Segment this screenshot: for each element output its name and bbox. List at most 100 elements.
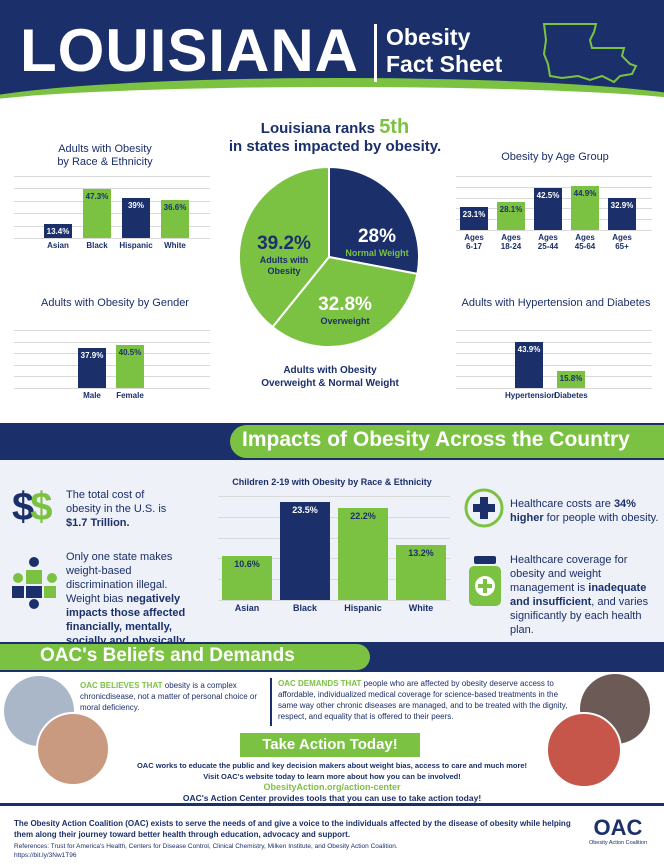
gridline: [218, 537, 450, 539]
impacts-title: Impacts of Obesity Across the Country: [242, 428, 630, 451]
bar-category-label: Diabetes: [554, 391, 588, 400]
gridline: [14, 341, 210, 343]
header-arc: [0, 78, 664, 138]
bar-category-label: Hispanic: [119, 241, 153, 250]
subtitle-line-1: Obesity: [386, 24, 471, 50]
action-link[interactable]: ObesityAction.org/action-center: [263, 782, 401, 792]
bar: 32.9%: [608, 197, 636, 230]
gridline: [218, 516, 450, 518]
bar-category-label: White: [408, 603, 434, 613]
age-bar-chart: 23.1% Ages 6-17 28.1% Ages 18-24 42.5% Ages 25-4…: [456, 176, 652, 252]
bar: 28.1%: [497, 202, 525, 230]
bar-value-label: 36.6%: [163, 203, 187, 213]
logo-text: OAC: [593, 815, 643, 840]
gridline: [14, 225, 210, 227]
bar-category-label: Hispanic: [344, 603, 382, 613]
gridline: [14, 213, 210, 215]
bar-category-label: Ages 6-17: [464, 233, 484, 251]
gridline: [14, 353, 210, 355]
bar: 47.3%: [83, 189, 111, 238]
race-chart-title-2: by Race & Ethnicity: [57, 156, 153, 168]
action-line-2: Visit OAC's website today to learn more …: [203, 772, 461, 781]
bar-value-label: 22.2%: [350, 510, 376, 521]
bar-value-label: 43.9%: [517, 344, 541, 354]
race-chart-title: Adults with Obesity by Race & Ethnicity: [30, 143, 180, 169]
bar-category-label: Asian: [234, 603, 260, 613]
gridline: [218, 496, 450, 497]
references-link[interactable]: https://bit.ly/3Nw1T96: [14, 852, 77, 859]
pie-slice: [328, 165, 420, 276]
gridline: [14, 364, 210, 366]
bar: 40.5%: [116, 345, 144, 388]
gridline: [14, 388, 210, 389]
bar: 37.9%: [78, 348, 106, 388]
dollar-icon: $$: [12, 485, 53, 529]
gridline: [14, 376, 210, 378]
bar-category-label: Ages 18-24: [500, 233, 522, 251]
bar-category-label: Male: [83, 391, 101, 400]
pie-normal-value: 28%: [357, 226, 397, 247]
race-bar-chart: 13.4% Asian 47.3% Black 39% Hispanic 36.6% Whit…: [14, 176, 210, 252]
logo-subtext: Obesity Action Coalition: [588, 840, 648, 846]
references-text: References: Trust for America's Health, …: [14, 843, 398, 850]
subtitle-line-2: Fact Sheet: [386, 51, 503, 77]
bar-value-label: 37.9%: [80, 351, 104, 361]
impacts-section: [0, 460, 664, 642]
pie-label-overweight: 32.8% Overweight: [300, 294, 390, 326]
bar-value-label: 32.9%: [610, 200, 634, 210]
bar: 43.9%: [515, 341, 543, 388]
action-text: OAC works to educate the public and key …: [118, 760, 546, 804]
bar: 13.2%: [396, 545, 446, 600]
action-line-1: OAC works to educate the public and key …: [136, 761, 528, 770]
believes-body: obesity is a complex chronicdisease, not…: [80, 681, 257, 712]
header-divider: [374, 24, 377, 82]
pie-caption: Adults with Obesity Overweight & Normal …: [240, 364, 420, 390]
beliefs-title: OAC's Beliefs and Demands: [40, 645, 295, 666]
bar-value-label: 44.9%: [573, 188, 597, 198]
bar: 39%: [122, 197, 150, 238]
beliefs-band-accent: [0, 644, 370, 670]
weight-bias-text-1: Only one state makes weight-based discri…: [66, 551, 173, 605]
footer-mission: The Obesity Action Coalition (OAC) exist…: [14, 819, 571, 839]
pie-caption-1: Adults with Obesity: [283, 365, 377, 376]
weight-bias-bold: negatively impacts those affected financ…: [66, 593, 188, 647]
bar-category-label: Black: [86, 241, 108, 250]
hypertension-bar-chart: 43.9% Hypertension 15.8% Diabetes: [456, 330, 652, 400]
gridline: [456, 230, 652, 231]
pie-obesity-value: 39.2%: [257, 233, 311, 254]
healthcare-cost-1: Healthcare costs are: [510, 498, 614, 510]
cost-text-bold: $1.7 Trillion.: [66, 517, 130, 529]
cost-text: The total cost of obesity in the U.S. is…: [66, 488, 176, 530]
coverage-text: Healthcare coverage for obesity and weig…: [510, 553, 664, 637]
bar-value-label: 13.4%: [46, 227, 70, 237]
beliefs-divider: [270, 678, 272, 726]
gridline: [14, 176, 210, 177]
gridline: [456, 353, 652, 355]
bar-category-label: Asian: [47, 241, 69, 250]
gridline: [14, 200, 210, 202]
bar-category-label: Black: [292, 603, 318, 613]
state-rank: Louisiana ranks 5th in states impacted b…: [200, 117, 470, 156]
gridline: [14, 188, 210, 190]
gender-bar-chart: 37.9% Male 40.5% Female: [14, 330, 210, 400]
children-chart-title: Children 2-19 with Obesity by Race & Eth…: [232, 477, 432, 487]
demands-bold: OAC DEMANDS THAT: [278, 679, 362, 688]
bar-value-label: 39%: [127, 200, 144, 210]
demands-text: OAC DEMANDS THAT people who are affected…: [278, 678, 578, 722]
pie-over-label: Overweight: [320, 316, 370, 326]
pie-slice: [238, 165, 330, 329]
rank-prefix: Louisiana ranks: [260, 120, 376, 137]
gridline: [456, 376, 652, 378]
take-action-button[interactable]: Take Action Today!: [240, 733, 420, 757]
bar-value-label: 13.2%: [408, 548, 434, 559]
healthcare-cost-2: for people with obesity.: [543, 512, 659, 524]
person-photo-4: [546, 712, 622, 788]
bar-value-label: 23.1%: [462, 210, 486, 220]
demands-body: people who are affected by obesity deser…: [278, 679, 568, 721]
person-photo-2: [36, 712, 110, 786]
bar: 23.5%: [280, 502, 330, 600]
bar-value-label: 10.6%: [234, 558, 260, 569]
pie-over-value: 32.8%: [318, 294, 372, 315]
bar-value-label: 23.5%: [292, 505, 318, 516]
